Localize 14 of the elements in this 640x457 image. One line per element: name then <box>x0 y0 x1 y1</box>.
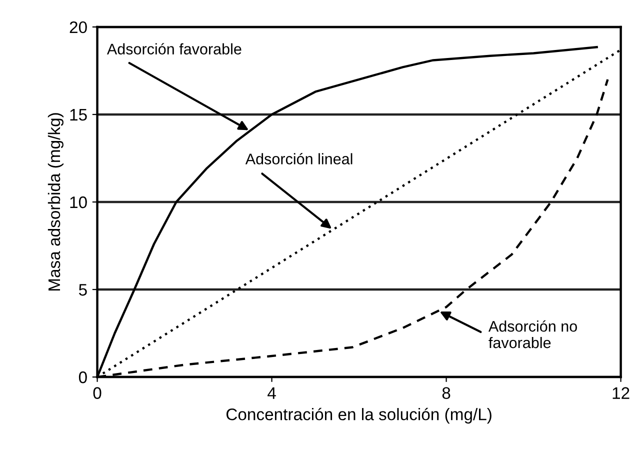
y-tick-label: 15 <box>70 109 87 121</box>
y-tick-label: 10 <box>70 196 87 208</box>
y-axis-title: Masa adsorbida (mg/kg) <box>48 113 64 290</box>
x-tick-label: 12 <box>612 387 630 399</box>
x-tick-label: 4 <box>268 387 276 399</box>
annotation: Adsorción lineal <box>245 152 352 164</box>
y-tick-label: 5 <box>78 284 87 296</box>
x-axis-title: Concentración en la solución (mg/L) <box>226 408 492 424</box>
x-tick-label: 8 <box>442 387 450 399</box>
annotation: Adsorción no favorable <box>488 320 577 348</box>
annotation: Adsorción favorable <box>106 43 242 54</box>
y-tick-label: 0 <box>78 371 87 384</box>
y-tick-label: 20 <box>70 21 87 34</box>
x-tick-label: 0 <box>93 387 102 399</box>
